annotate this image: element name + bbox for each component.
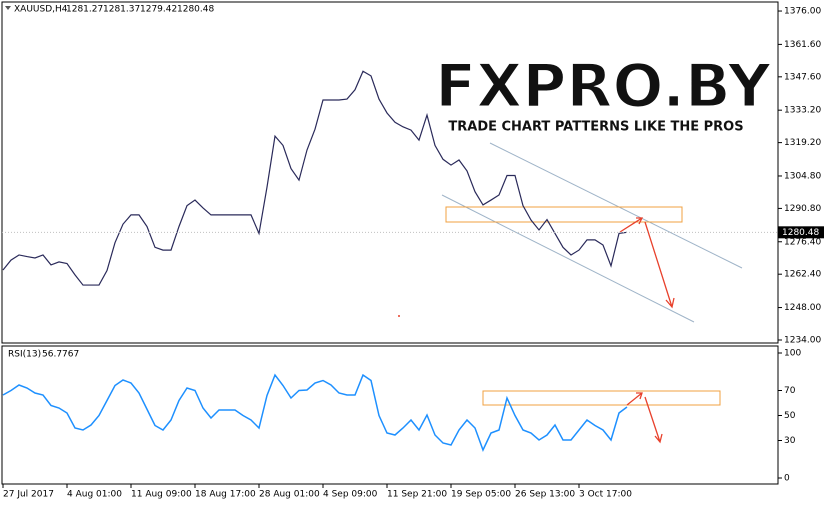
ohlc-value: 1281.37 xyxy=(103,5,140,15)
x-tick-label: 3 Oct 17:00 xyxy=(579,490,632,500)
watermark-box xyxy=(455,112,737,136)
x-tick-label: 26 Sep 13:00 xyxy=(515,490,575,500)
channel-line xyxy=(441,194,695,323)
rsi-title: RSI(13) xyxy=(8,350,41,360)
y-tick-label: 50 xyxy=(784,411,796,421)
annotations xyxy=(398,142,743,444)
watermark-title: FXPRO.BY xyxy=(435,52,772,122)
y-tick-label: 70 xyxy=(784,386,796,396)
symbol-icon xyxy=(5,6,11,10)
y-tick-label: 30 xyxy=(784,436,796,446)
y-tick-label: 1347.60 xyxy=(784,72,821,82)
marker-dot xyxy=(398,315,400,317)
y-tick-label: 1333.20 xyxy=(784,106,821,116)
arrow xyxy=(619,217,675,309)
ohlc-value: 1279.42 xyxy=(140,5,177,15)
x-tick-label: 4 Sep 09:00 xyxy=(323,490,378,500)
y-tick-label: 1248.00 xyxy=(784,303,821,313)
y-tick-label: 1319.20 xyxy=(784,138,821,148)
x-tick-label: 27 Jul 2017 xyxy=(3,490,54,500)
y-tick-label: 1262.40 xyxy=(784,270,821,280)
zone xyxy=(482,390,721,406)
zone xyxy=(445,206,683,223)
symbol-title: XAUUSD,H4 xyxy=(14,5,68,15)
y-tick-label: 1361.60 xyxy=(784,40,821,50)
x-tick-label: 18 Aug 17:00 xyxy=(195,490,256,500)
rsi-value: 56.7767 xyxy=(42,350,79,360)
watermark-subtitle: TRADE CHART PATTERNS LIKE THE PROS xyxy=(448,120,743,135)
ohlc-value: 1280.48 xyxy=(177,5,214,15)
y-tick-label: 1376.00 xyxy=(784,7,821,17)
y-tick-label: 1304.80 xyxy=(784,171,821,181)
price-line xyxy=(2,70,628,286)
rsi-line xyxy=(2,373,628,452)
y-tick-label: 1276.40 xyxy=(784,237,821,247)
ohlc-value: 1281.27 xyxy=(66,5,103,15)
current-price-label: 1280.48 xyxy=(782,228,819,238)
x-tick-label: 11 Sep 21:00 xyxy=(387,490,447,500)
x-tick-label: 4 Aug 01:00 xyxy=(67,490,122,500)
watermark: FXPRO.BY TRADE CHART PATTERNS LIKE THE P… xyxy=(434,51,773,136)
arrow xyxy=(626,392,663,444)
price-panel xyxy=(1,1,779,344)
x-tick-label: 11 Aug 09:00 xyxy=(131,490,192,500)
y-tick-label: 100 xyxy=(784,349,801,359)
x-tick-label: 19 Sep 05:00 xyxy=(451,490,511,500)
x-tick-label: 28 Aug 01:00 xyxy=(259,490,320,500)
channel-line xyxy=(489,142,743,269)
y-tick-label: 1290.80 xyxy=(784,204,821,214)
y-tick-label: 1234.00 xyxy=(784,335,821,345)
y-tick-label: 0 xyxy=(784,474,790,484)
current-price-box xyxy=(778,226,824,239)
